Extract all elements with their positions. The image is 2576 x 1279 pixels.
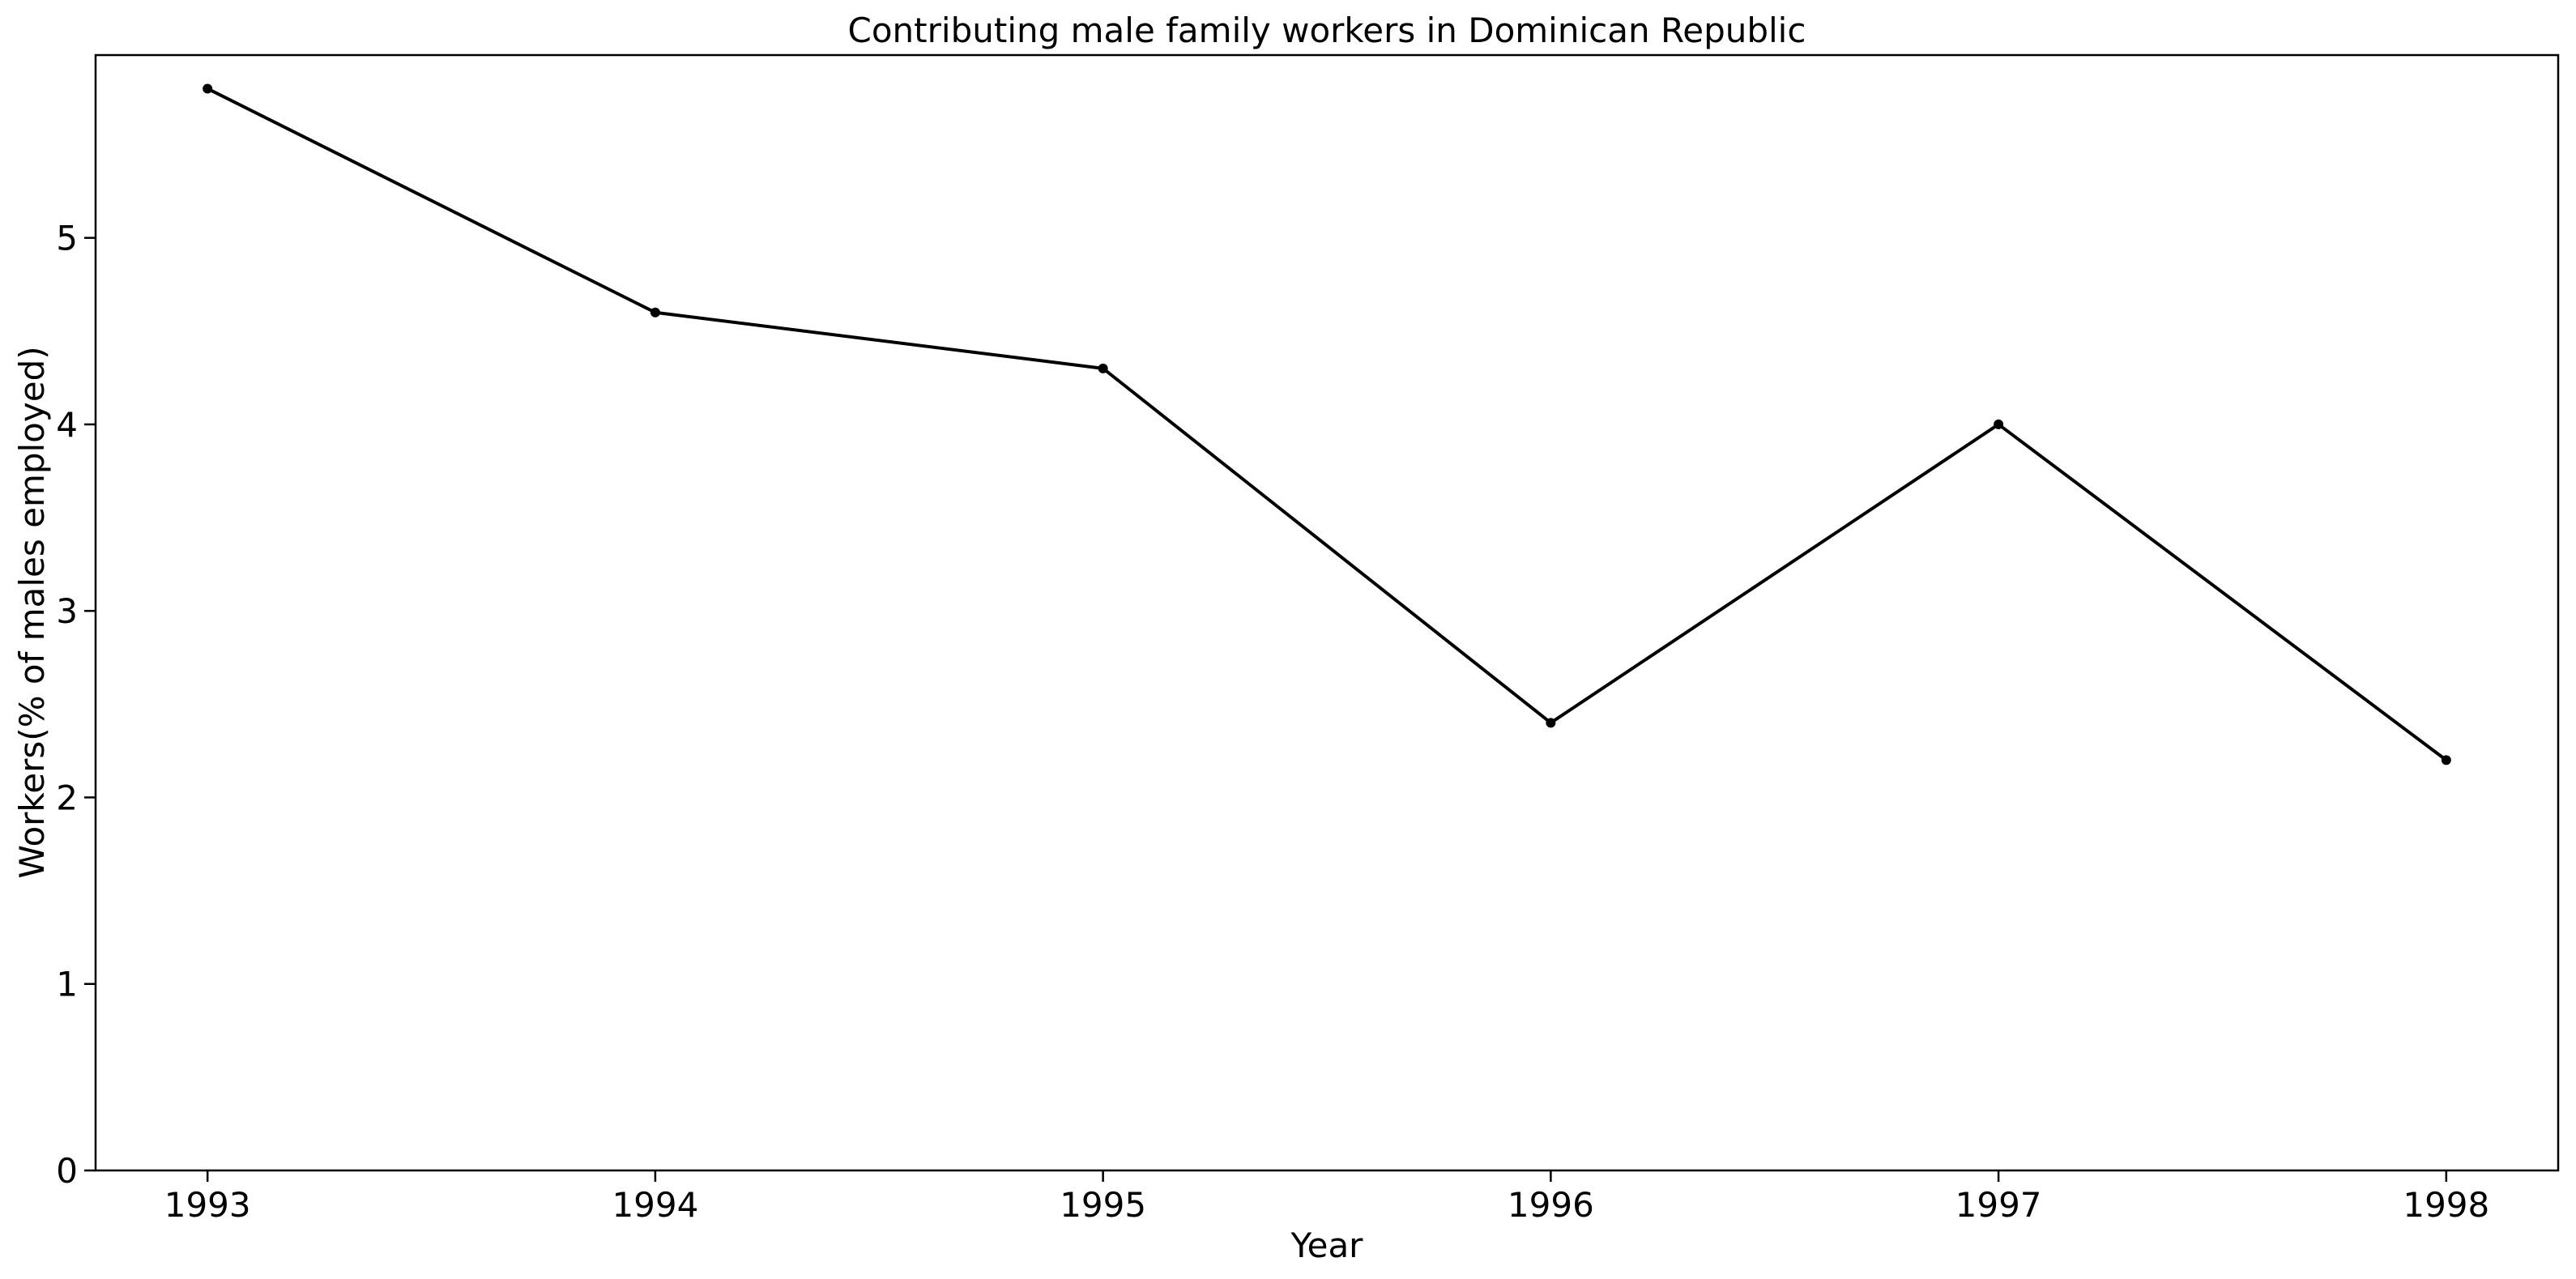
y-tick-label: 0 xyxy=(56,1151,78,1191)
x-axis-label: Year xyxy=(1290,1226,1364,1265)
y-axis-label: Workers(% of males employed) xyxy=(12,346,52,878)
series-line xyxy=(206,87,2448,762)
plot-area-frame xyxy=(94,53,2560,1172)
data-point-1993 xyxy=(203,83,213,94)
x-tick-label: 1993 xyxy=(164,1185,251,1225)
x-axis: 1993 1994 1995 1996 1997 1998 xyxy=(164,1170,2489,1225)
chart-title: Contributing male family workers in Domi… xyxy=(848,11,1806,50)
x-tick-label: 1997 xyxy=(1955,1185,2042,1225)
data-point-1997 xyxy=(1994,419,2004,429)
y-tick-label: 3 xyxy=(56,591,78,631)
data-point-1995 xyxy=(1098,363,1108,373)
y-tick-label: 1 xyxy=(56,965,78,1004)
x-tick-label: 1998 xyxy=(2403,1185,2489,1225)
y-tick-label: 5 xyxy=(56,219,78,258)
x-tick-label: 1995 xyxy=(1060,1185,1146,1225)
y-tick-label: 4 xyxy=(56,405,78,445)
data-series xyxy=(203,83,2451,765)
y-axis: 0 1 2 3 4 5 xyxy=(56,219,96,1191)
data-point-1996 xyxy=(1546,718,1556,728)
data-point-1994 xyxy=(650,307,660,318)
x-tick-label: 1996 xyxy=(1508,1185,1594,1225)
y-tick-label: 2 xyxy=(56,778,78,817)
data-point-1998 xyxy=(2441,755,2451,765)
x-tick-label: 1994 xyxy=(612,1185,698,1225)
